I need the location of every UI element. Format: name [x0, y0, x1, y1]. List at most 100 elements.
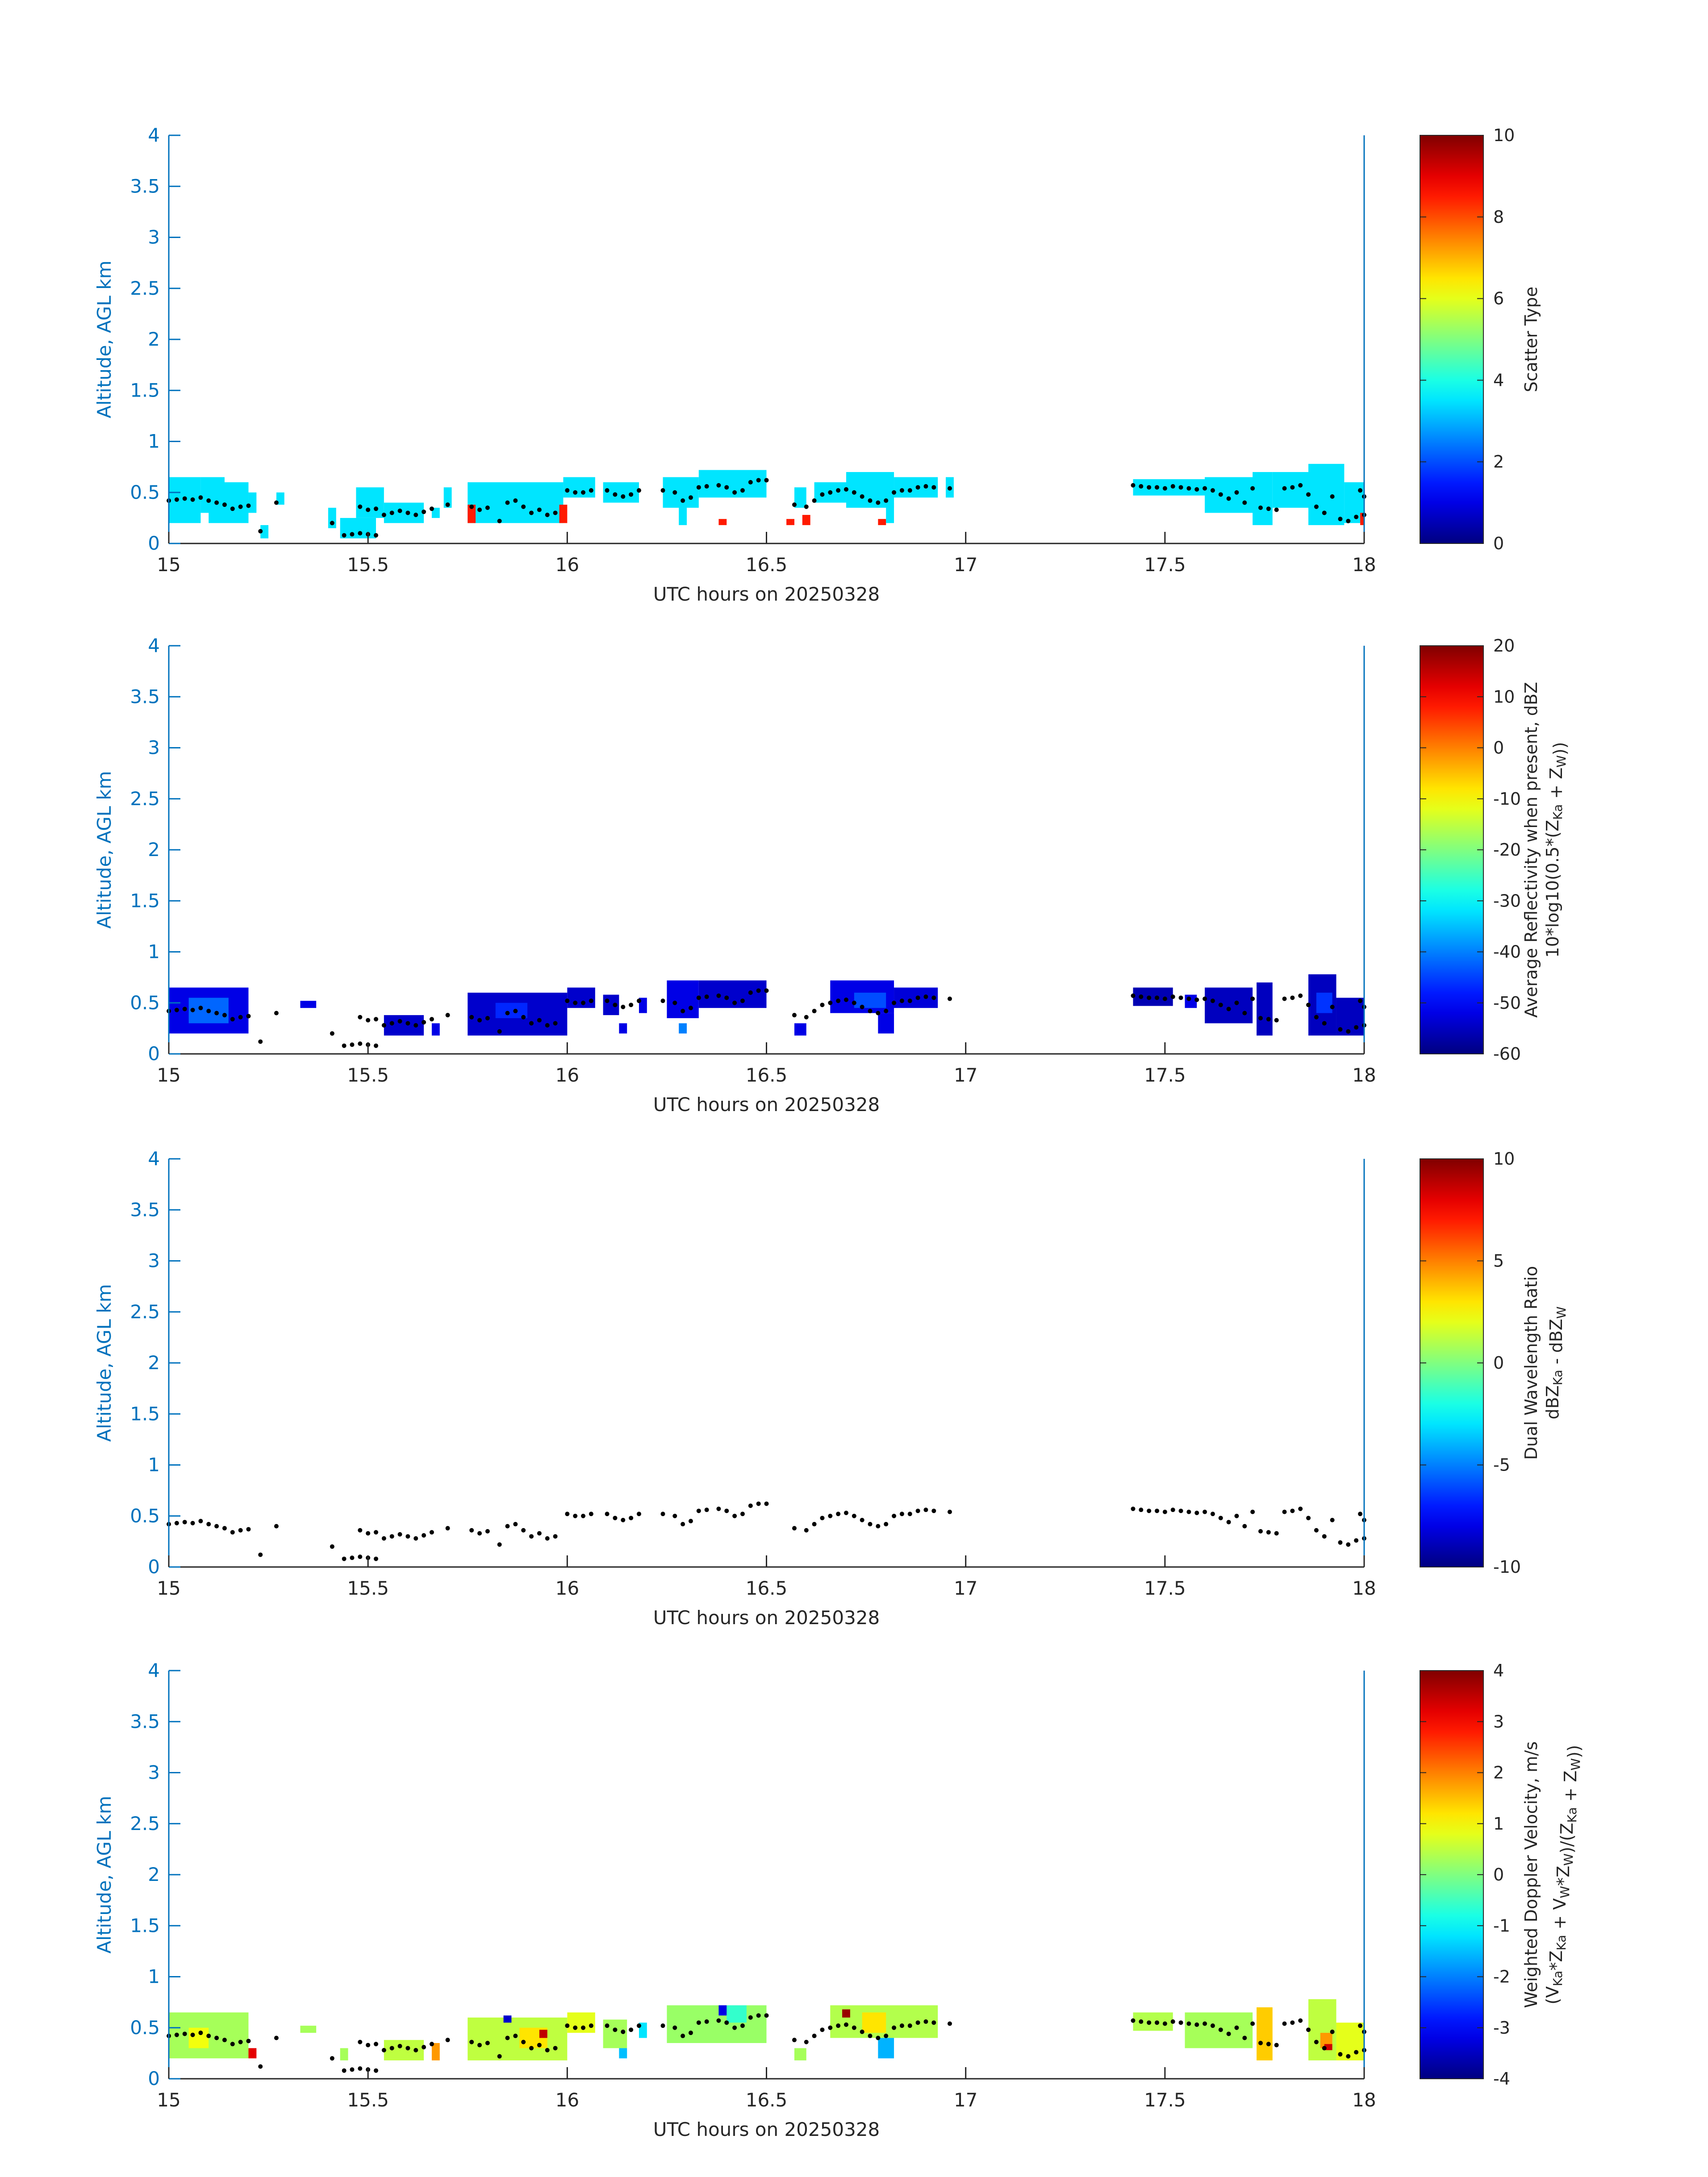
cloud-base-point	[214, 500, 219, 505]
cloud-base-point	[330, 2056, 334, 2061]
cloud-base-point	[374, 506, 379, 511]
data-cell	[786, 519, 794, 525]
data-cell	[276, 492, 284, 505]
cloud-base-point	[1338, 1027, 1343, 1032]
cloud-base-point	[660, 1512, 665, 1517]
cloud-base-point	[198, 1519, 203, 1524]
cloud-base-point	[931, 2020, 936, 2025]
x-tick-label: 17.5	[1144, 554, 1186, 576]
cloud-base-point	[1266, 2042, 1271, 2047]
cloud-base-point	[836, 999, 841, 1003]
cloud-base-point	[907, 488, 912, 493]
cloud-base-point	[1298, 483, 1303, 488]
cloud-base-point	[469, 2039, 474, 2044]
cloud-base-point	[812, 2034, 817, 2039]
cloud-base-point	[812, 498, 817, 503]
cloud-base-point	[581, 490, 586, 495]
cloud-base-point	[485, 2041, 490, 2046]
cloud-base-point	[485, 1016, 490, 1021]
data-cell	[718, 519, 727, 525]
data-cell	[1257, 982, 1273, 1036]
data-cell	[878, 1013, 894, 1034]
cloud-base-point	[947, 486, 952, 491]
data-cell	[567, 2012, 595, 2033]
cloud-base-point	[681, 2034, 685, 2039]
cloud-base-point	[1139, 1508, 1144, 1513]
cloud-base-point	[764, 988, 769, 993]
cloud-base-point	[581, 2025, 586, 2030]
cloud-base-point	[1298, 993, 1303, 998]
cloud-base-point	[358, 2039, 363, 2044]
cloud-base-point	[1131, 993, 1136, 998]
cloud-base-point	[274, 1524, 279, 1529]
cloud-base-point	[688, 1006, 693, 1011]
cloud-base-point	[477, 1531, 482, 1536]
cloud-base-point	[573, 1000, 578, 1005]
y-tick-label: 3	[148, 737, 160, 759]
cloud-base-point	[405, 1021, 410, 1026]
cloud-base-point	[1178, 1508, 1183, 1513]
cloud-base-point	[381, 1536, 386, 1541]
cloud-base-point	[429, 1530, 434, 1535]
y-tick-label: 1.5	[130, 379, 160, 401]
cloud-base-point	[1330, 494, 1335, 499]
cloud-base-point	[497, 518, 502, 523]
cloud-base-point	[1186, 486, 1191, 491]
cloud-base-point	[844, 1510, 848, 1515]
cloud-base-point	[672, 1513, 677, 1518]
cloud-base-point	[198, 1006, 203, 1011]
cloud-base-point	[358, 1041, 363, 1046]
cloud-base-point	[521, 504, 526, 509]
cloud-base-point	[1250, 996, 1255, 1001]
cloud-base-point	[704, 2019, 709, 2024]
cloud-base-point	[764, 478, 769, 483]
cloud-base-point	[521, 1528, 526, 1533]
cloud-base-point	[206, 1009, 211, 1014]
cloud-base-point	[748, 1503, 753, 1508]
cloud-base-point	[258, 2064, 263, 2069]
x-axis-label: UTC hours on 20250328	[653, 1094, 880, 1116]
y-tick-label: 1	[148, 1454, 160, 1476]
cloud-base-point	[1314, 504, 1319, 509]
cloud-base-point	[1338, 1540, 1343, 1545]
cloud-base-point	[174, 1521, 179, 1525]
cloud-base-point	[485, 1529, 490, 1534]
cloud-base-point	[740, 488, 745, 493]
cloud-base-point	[804, 1015, 809, 1020]
cloud-base-point	[1210, 999, 1215, 1003]
cloud-base-point	[350, 2067, 355, 2072]
x-tick-label: 16.5	[746, 1577, 788, 1599]
x-axis-label: UTC hours on 20250328	[653, 583, 880, 605]
cloud-base-point	[565, 488, 570, 493]
cloud-base-point	[1210, 1512, 1215, 1517]
cloud-base-point	[836, 2023, 841, 2028]
colorbar-tick-label: -50	[1493, 993, 1521, 1013]
cloud-base-point	[629, 1003, 634, 1007]
cloud-base-point	[605, 488, 610, 493]
x-tick-label: 17.5	[1144, 1577, 1186, 1599]
x-tick-label: 16	[555, 2089, 579, 2111]
cloud-base-point	[445, 1526, 450, 1531]
cloud-base-point	[1162, 486, 1167, 491]
cloud-base-point	[836, 488, 841, 493]
cloud-base-point	[696, 485, 701, 490]
cloud-base-point	[1242, 1524, 1247, 1529]
cloud-base-point	[397, 1532, 402, 1537]
data-cell	[794, 2048, 806, 2060]
cloud-base-point	[1203, 1509, 1207, 1514]
cloud-base-point	[573, 2025, 578, 2030]
cloud-base-point	[804, 2039, 809, 2044]
y-tick-label: 4	[148, 635, 160, 656]
cloud-base-point	[1178, 485, 1183, 490]
colorbar-tick-label: -30	[1493, 891, 1521, 911]
cloud-base-point	[923, 994, 928, 999]
x-tick-label: 17	[954, 1064, 977, 1086]
cloud-base-point	[884, 2034, 889, 2039]
x-tick-label: 18	[1352, 1064, 1376, 1086]
cloud-base-point	[1186, 2021, 1191, 2026]
cloud-base-point	[1147, 1508, 1152, 1513]
cloud-base-point	[537, 1531, 542, 1536]
cloud-base-point	[724, 1508, 729, 1513]
cloud-base-point	[222, 1526, 227, 1531]
